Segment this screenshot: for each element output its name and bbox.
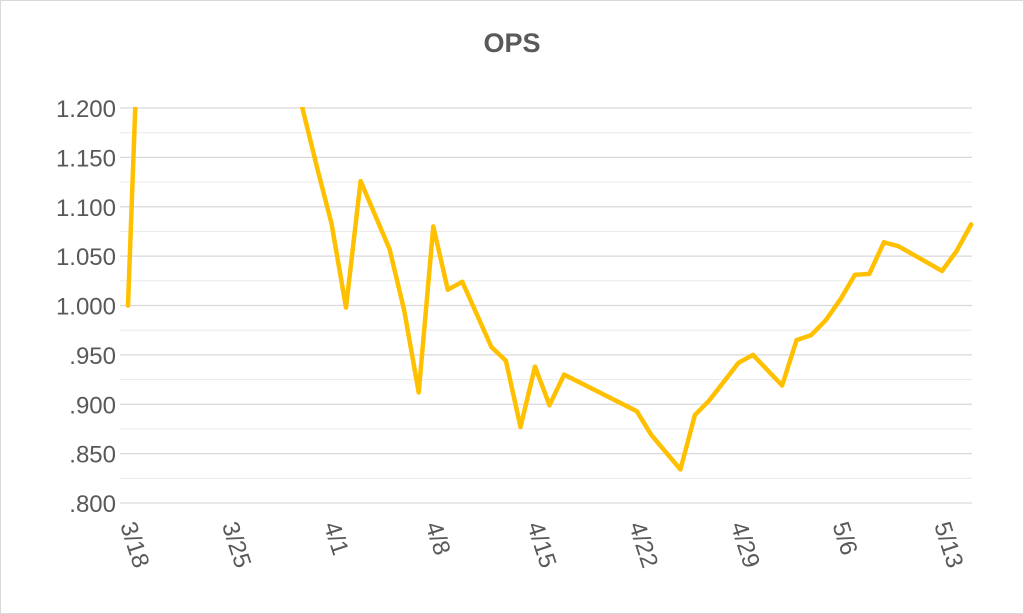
ops-data-point bbox=[692, 412, 698, 418]
ops-data-point bbox=[503, 358, 509, 363]
x-tick-label: 4/22 bbox=[623, 519, 663, 572]
series-layer bbox=[125, 107, 974, 472]
x-tick-label: 5/13 bbox=[928, 519, 968, 572]
y-tick-label: 1.100 bbox=[56, 195, 116, 222]
ops-data-point bbox=[416, 390, 421, 395]
ops-data-point bbox=[750, 352, 756, 358]
ops-data-point bbox=[968, 222, 974, 227]
ops-data-point bbox=[300, 107, 305, 111]
ops-data-point bbox=[445, 287, 450, 292]
ops-data-point bbox=[314, 165, 320, 170]
y-tick-label: 1.050 bbox=[56, 244, 116, 271]
x-tick-label: 5/6 bbox=[827, 519, 863, 559]
ops-data-point bbox=[387, 247, 392, 252]
ops-data-point bbox=[838, 297, 843, 302]
ops-data-point bbox=[939, 268, 945, 274]
ops-data-point bbox=[896, 244, 901, 249]
ops-data-point bbox=[649, 432, 654, 438]
ops-data-point bbox=[881, 240, 887, 245]
ops-data-point bbox=[402, 308, 407, 313]
ops-data-point bbox=[431, 224, 436, 229]
ops-data-point bbox=[867, 271, 872, 277]
ops-data-point bbox=[678, 467, 683, 472]
ops-data-point bbox=[532, 364, 538, 369]
y-tick-label: 1.000 bbox=[56, 294, 116, 321]
y-tick-label: 1.200 bbox=[56, 96, 116, 123]
ops-data-point bbox=[794, 337, 799, 343]
ops-data-point bbox=[823, 318, 828, 323]
y-axis-ticks: 1.200 1.150 1.100 1.050 1.000 .950 .900 .850 .80… bbox=[56, 96, 116, 518]
y-tick-label: .800 bbox=[69, 491, 116, 518]
x-tick-label: 4/29 bbox=[725, 519, 765, 572]
y-tick-label: .900 bbox=[69, 392, 116, 419]
ops-data-point bbox=[779, 383, 785, 388]
x-tick-label: 3/25 bbox=[216, 519, 256, 572]
x-tick-label: 4/15 bbox=[521, 519, 561, 572]
ops-data-point bbox=[707, 398, 712, 403]
ops-data-point bbox=[954, 249, 959, 254]
ops-data-point bbox=[125, 303, 131, 308]
ops-data-point bbox=[547, 403, 552, 408]
ops-data-point bbox=[518, 424, 523, 430]
ops-data-point bbox=[358, 178, 363, 184]
ops-data-point bbox=[736, 360, 741, 365]
y-tick-label: .850 bbox=[69, 442, 116, 469]
ops-data-point bbox=[634, 409, 639, 414]
chart-title: OPS bbox=[483, 28, 541, 58]
x-tick-label: 4/8 bbox=[420, 519, 456, 559]
x-tick-label: 4/1 bbox=[318, 519, 354, 559]
gridlines bbox=[120, 107, 972, 504]
ops-data-point bbox=[329, 221, 334, 226]
ops-data-point bbox=[852, 272, 857, 278]
ops-data-point bbox=[561, 372, 567, 377]
ops-data-point bbox=[460, 279, 465, 284]
x-tick-label: 3/18 bbox=[114, 519, 154, 572]
ops-data-point bbox=[343, 305, 349, 310]
ops-data-point bbox=[809, 332, 814, 338]
ops-data-point bbox=[489, 344, 494, 350]
y-tick-label: .950 bbox=[69, 343, 116, 370]
x-axis-ticks: 3/18 3/25 4/1 4/8 4/15 4/22 4/29 5/6 5/13 bbox=[114, 519, 968, 572]
y-tick-label: 1.150 bbox=[56, 145, 116, 172]
ops-series-line bbox=[125, 107, 974, 472]
